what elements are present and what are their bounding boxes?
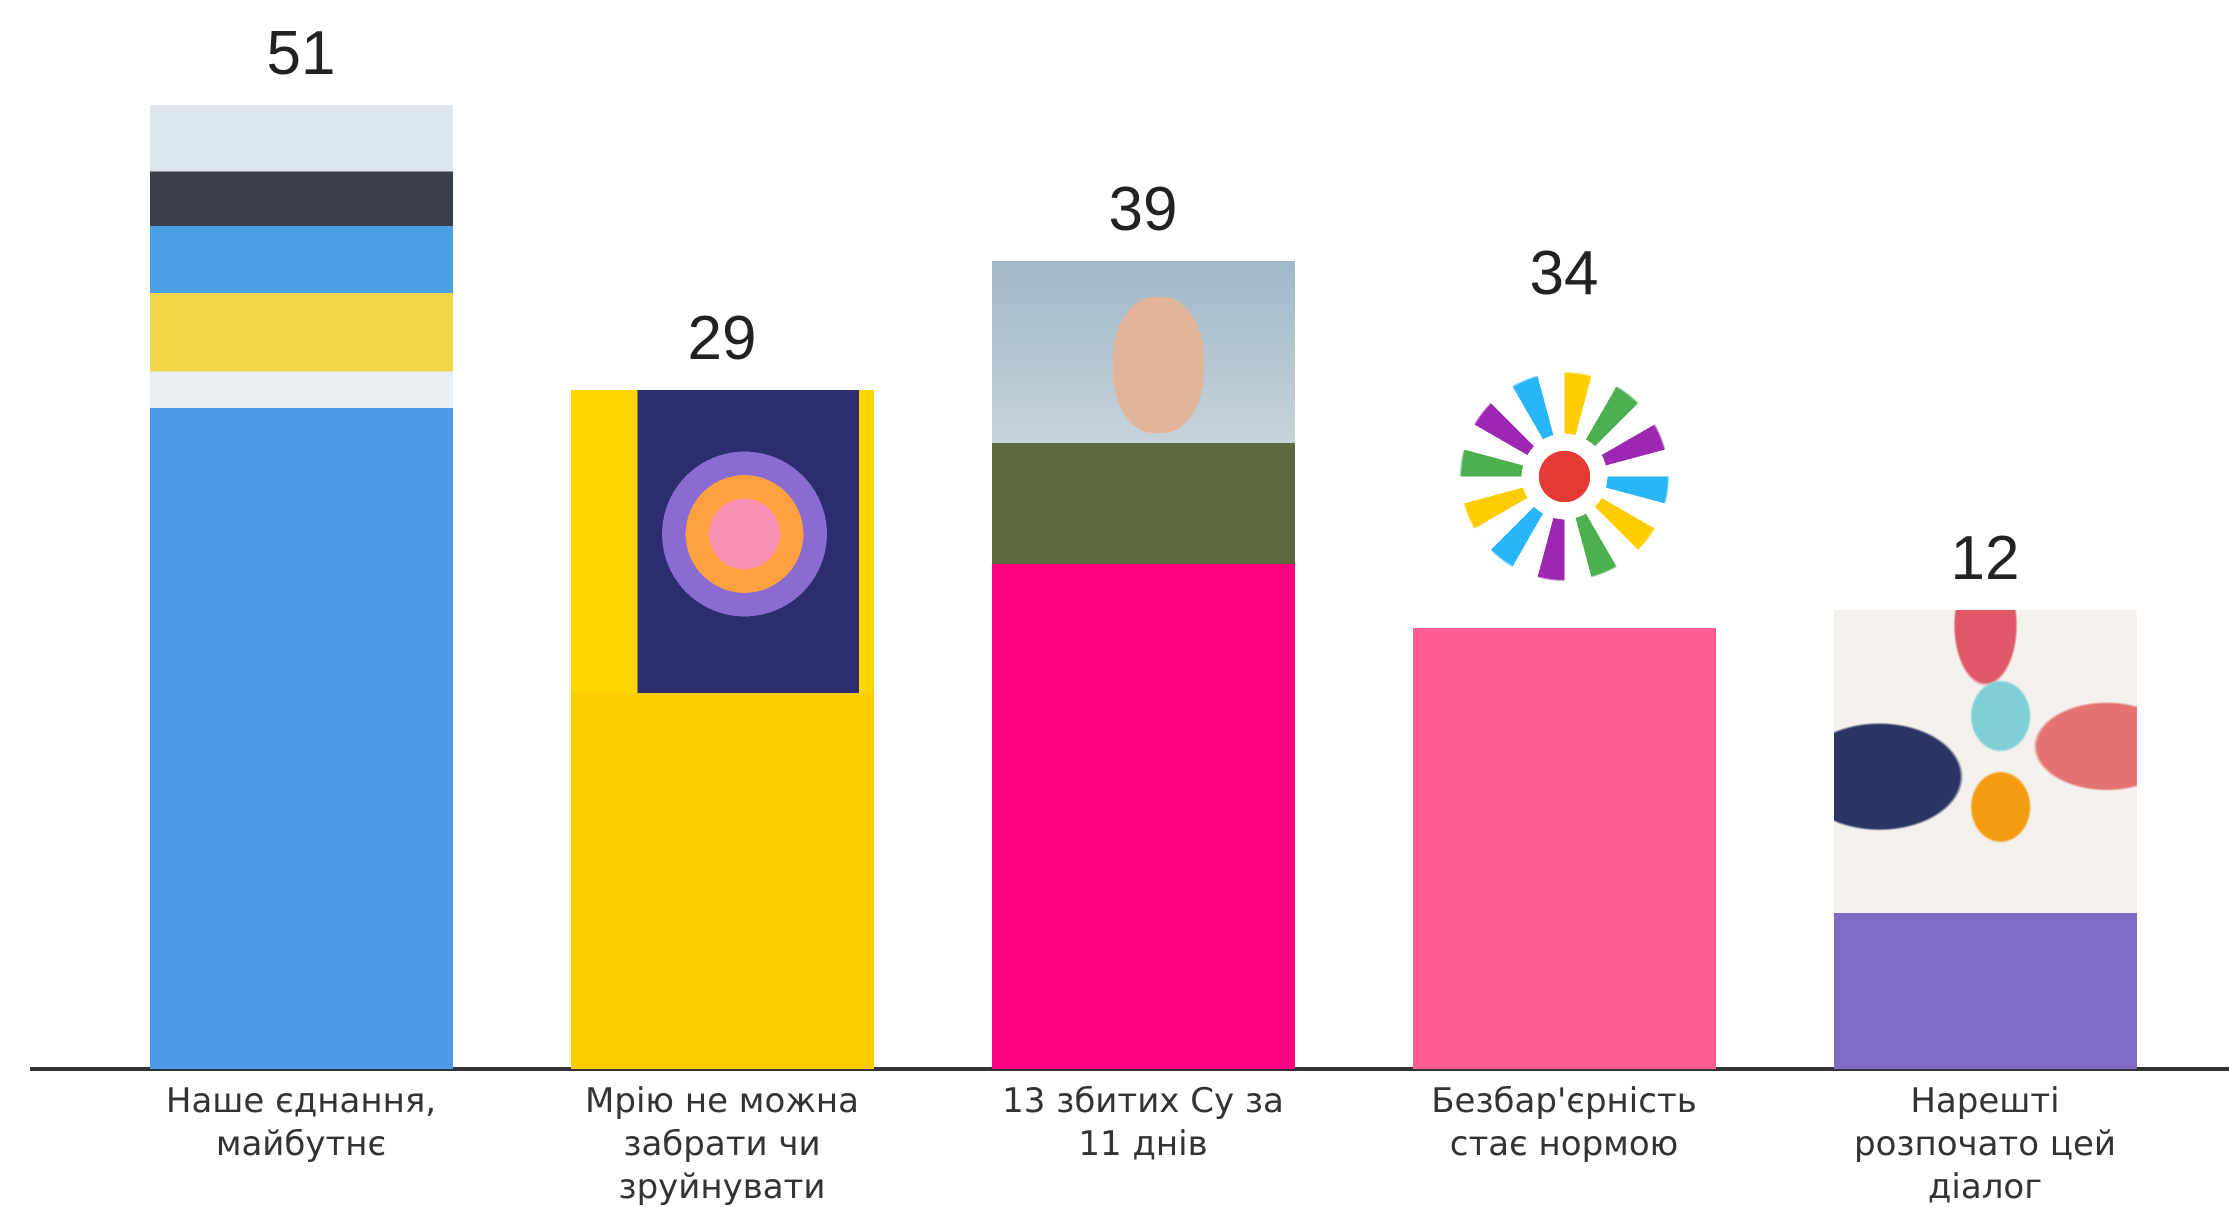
bar [150,408,453,1069]
value-label: 29 [571,308,874,370]
bar [1834,913,2137,1069]
x-tick-label: 13 збитих Су за 11 днів [993,1080,1293,1166]
value-label: 39 [992,179,1295,241]
x-tick-label: Мрію не можна забрати чи зруйнувати [572,1080,872,1207]
chart: 51 Наше єднання, майбутнє 29 Мрію не можна … [0,0,2229,1207]
value-label: 34 [1413,243,1716,305]
value-label: 12 [1834,528,2137,590]
value-label: 51 [150,23,453,85]
bar [571,693,874,1069]
bar-image [1834,610,2137,913]
bar-image [150,105,453,408]
x-tick-label: Нарешті розпочато цей діалог [1835,1080,2135,1207]
bar [992,564,1295,1069]
bar-image [571,390,874,693]
bar-image [1413,325,1716,628]
bar-image [992,261,1295,564]
bar [1413,628,1716,1069]
x-tick-label: Безбар'єрність стає нормою [1414,1080,1714,1166]
x-tick-label: Наше єднання, майбутнє [151,1080,451,1166]
